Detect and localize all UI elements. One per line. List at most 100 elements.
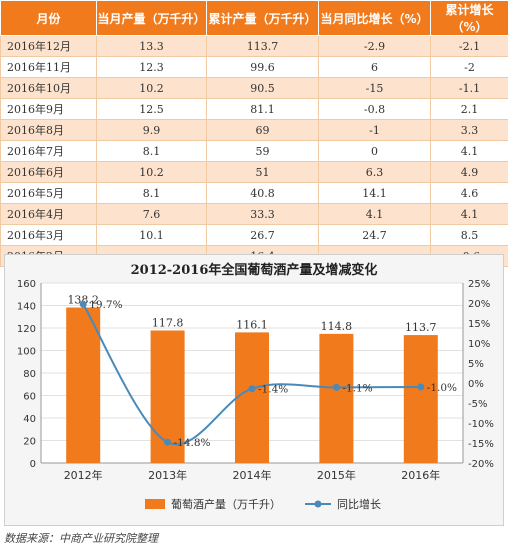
table-cell: 2016年11月 [0,56,97,78]
left-tick-label: 60 [23,392,36,403]
left-tick-label: 20 [23,437,36,448]
table-cell: 12.3 [96,56,207,78]
table-row: 2016年8月 9.9 69 -1 3.3 [0,119,508,141]
bar [319,333,354,463]
wine-production-chart: 2012-2016年全国葡萄酒产量及增减变化 0 20 40 60 80 100 120 140… [17,262,494,511]
growth-point [164,438,172,446]
right-tick-label: 10% [468,339,490,350]
table-cell: 4.1 [430,140,508,162]
chart-title: 2012-2016年全国葡萄酒产量及增减变化 [131,262,378,278]
bar [235,332,269,463]
bar-data-label: 138.2 [67,294,99,307]
column-header: 累计增长（%） [430,0,508,36]
table-cell: 4.6 [430,182,508,204]
table-cell: 69 [206,119,319,141]
table-row: 2016年3月 10.1 26.7 24.7 8.5 [0,224,508,246]
table-cell: 10.1 [96,224,207,246]
table-row: 2016年6月 10.2 51 6.3 4.9 [0,161,508,183]
left-tick-label: 80 [23,369,36,380]
table-cell: 6 [318,56,431,78]
table-cell: 2016年10月 [0,77,97,99]
table-cell: 10.2 [96,77,207,99]
table-row: 2016年5月 8.1 40.8 14.1 4.6 [0,182,508,204]
table-cell: 4.9 [430,161,508,183]
table-cell: 59 [206,140,319,162]
source-note: 数据来源：中商产业研究院整理 [4,532,158,545]
table-header-row: 月份 当月产量（万千升） 累计产量（万千升） 当月同比增长（%） 累计增长（%） [0,0,508,36]
line-data-label: -1.1% [342,382,372,394]
line-data-label: -1.0% [427,382,457,394]
right-tick-label: -15% [468,439,494,450]
table-cell: 14.1 [318,182,431,204]
table-cell: 2016年6月 [0,161,97,183]
legend-bar-swatch [145,499,165,509]
table-cell: 0 [318,140,431,162]
table-row: 2016年12月 13.3 113.7 -2.9 -2.1 [0,35,508,57]
x-tick-label: 2014年 [233,468,272,482]
table-row: 2016年9月 12.5 81.1 -0.8 2.1 [0,98,508,120]
x-tick-label: 2013年 [148,468,187,482]
bar-data-label: 114.8 [321,320,353,333]
x-tick-label: 2016年 [401,468,440,482]
table-cell: -2.9 [318,35,431,57]
table-cell: 2016年3月 [0,224,97,246]
column-header: 当月产量（万千升） [96,0,207,36]
table-cell: 24.7 [318,224,431,246]
bar-data-label: 113.7 [405,321,437,334]
legend-line-label: 同比增长 [337,497,381,511]
table-row: 2016年10月 10.2 90.5 -15 -1.1 [0,77,508,99]
right-tick-label: -10% [468,419,494,430]
production-table: 月份 当月产量（万千升） 累计产量（万千升） 当月同比增长（%） 累计增长（%） 201… [0,0,508,267]
table-cell: 3.3 [430,119,508,141]
table-row: 2016年11月 12.3 99.6 6 -2 [0,56,508,78]
data-table-wrapper: 月份 当月产量（万千升） 累计产量（万千升） 当月同比增长（%） 累计增长（%） 201… [0,0,508,267]
legend-bar-label: 葡萄酒产量（万千升） [171,497,281,511]
table-cell: 8.1 [96,182,207,204]
left-tick-label: 140 [17,302,36,313]
table-cell: 12.5 [96,98,207,120]
bar [403,335,438,463]
line-data-label: 19.7% [89,299,122,311]
line-data-label: -14.8% [174,437,211,449]
growth-point [248,385,256,393]
right-tick-label: -20% [468,459,494,470]
growth-line [82,303,421,446]
left-tick-label: 120 [17,324,36,335]
table-cell: 2016年9月 [0,98,97,120]
bar-data-label: 116.1 [236,318,268,331]
table-cell: 99.6 [206,56,319,78]
column-header: 当月同比增长（%） [318,0,431,36]
table-cell: 81.1 [206,98,319,120]
table-cell: -2 [430,56,508,78]
table-row: 2016年7月 8.1 59 0 4.1 [0,140,508,162]
table-cell: 90.5 [206,77,319,99]
right-tick-label: 0% [468,379,484,390]
table-cell: -15 [318,77,431,99]
right-tick-label: 20% [468,299,490,310]
table-cell: 4.1 [318,203,431,225]
right-tick-label: -5% [468,399,487,410]
bar-data-label: 117.8 [152,316,184,329]
chart-panel: 2012-2016年全国葡萄酒产量及增减变化 0 20 40 60 80 100 120 140… [4,254,504,526]
left-tick-label: 40 [23,414,36,425]
right-tick-label: 5% [468,359,484,370]
line-data-label: -1.4% [258,384,288,396]
right-tick-label: 25% [468,279,490,290]
table-cell: 4.1 [430,203,508,225]
table-cell: 7.6 [96,203,207,225]
table-cell: 6.3 [318,161,431,183]
table-cell: 2016年4月 [0,203,97,225]
table-body: 2016年12月 13.3 113.7 -2.9 -2.1 2016年11月 12.3 99.… [0,35,508,267]
table-cell: 10.2 [96,161,207,183]
table-cell: 13.3 [96,35,207,57]
column-header: 累计产量（万千升） [206,0,319,36]
x-tick-label: 2015年 [317,468,356,482]
table-cell: 9.9 [96,119,207,141]
left-tick-label: 160 [17,279,36,290]
column-header: 月份 [0,0,97,36]
table-cell: 26.7 [206,224,319,246]
table-cell: 8.1 [96,140,207,162]
table-cell: 2016年5月 [0,182,97,204]
legend-line-marker [314,500,322,508]
bar [66,307,101,463]
